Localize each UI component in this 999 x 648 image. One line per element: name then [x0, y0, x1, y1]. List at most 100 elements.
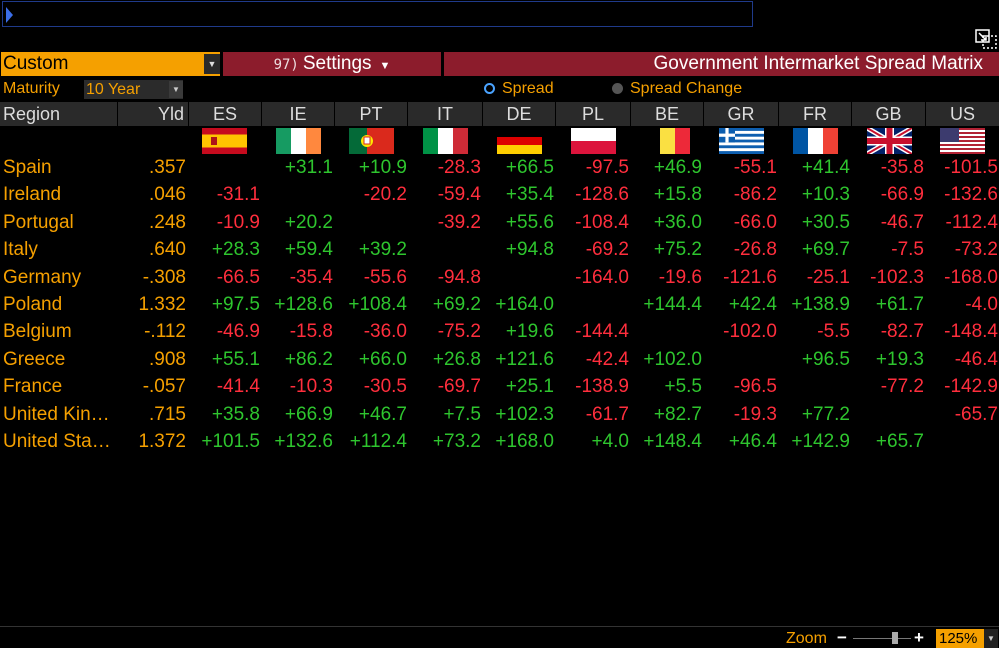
spread-cell-gr[interactable]: -66.0 [733, 211, 777, 233]
spread-cell-be[interactable]: +5.5 [664, 376, 702, 398]
spread-cell-de[interactable]: +55.6 [505, 211, 554, 233]
spread-cell-fr[interactable]: +77.2 [801, 403, 850, 425]
radio-spread-change[interactable]: Spread Change [612, 79, 742, 99]
spread-cell-pt[interactable]: +112.4 [349, 431, 407, 452]
spread-cell-pl[interactable]: -97.5 [585, 157, 629, 178]
spread-cell-es[interactable] [182, 154, 260, 181]
spread-cell-de[interactable]: +121.6 [495, 348, 554, 370]
spread-cell-it[interactable]: -94.8 [437, 266, 481, 288]
spread-cell-it[interactable]: -39.2 [437, 211, 481, 233]
zoom-slider-track[interactable] [853, 638, 911, 639]
spread-cell-fr[interactable] [772, 373, 850, 400]
spread-cell-gr[interactable]: -86.2 [733, 184, 777, 206]
spread-cell-gb[interactable]: -102.3 [870, 266, 924, 288]
row-region-name[interactable]: Greece [3, 348, 66, 370]
spread-cell-es[interactable]: -10.9 [216, 211, 260, 233]
chevron-down-icon[interactable]: ▼ [984, 629, 998, 648]
command-line-input[interactable] [2, 1, 753, 27]
spread-cell-fr[interactable]: -25.1 [806, 266, 850, 288]
spread-cell-gb[interactable]: -66.9 [880, 184, 924, 206]
spread-cell-ie[interactable]: -35.4 [289, 266, 333, 288]
spread-cell-es[interactable]: +35.8 [211, 403, 260, 425]
table-row[interactable]: Belgium -.112 -46.9 -15.8 -36.0 -75.2 +19.6 -14… [0, 318, 999, 345]
settings-button[interactable]: 97) Settings ▼ [223, 52, 441, 76]
spread-cell-pt[interactable]: +10.9 [358, 157, 407, 178]
spread-cell-de[interactable] [476, 264, 554, 291]
column-header-gb[interactable]: GB [852, 102, 925, 126]
spread-cell-de[interactable]: +102.3 [495, 403, 554, 425]
table-row[interactable]: France -.057 -41.4 -10.3 -30.5 -69.7 +25.1 -138… [0, 373, 999, 400]
spread-cell-be[interactable]: +75.2 [653, 239, 702, 261]
spread-cell-us[interactable]: -112.4 [945, 211, 998, 233]
spread-cell-gb[interactable]: -82.7 [880, 321, 924, 343]
spread-cell-us[interactable]: -4.0 [965, 294, 998, 315]
column-header-pt[interactable]: PT [335, 102, 407, 126]
column-header-pl[interactable]: PL [556, 102, 630, 126]
spread-cell-fr[interactable]: +41.4 [801, 157, 850, 178]
spread-cell-be[interactable]: +15.8 [653, 184, 702, 206]
spread-cell-ie[interactable]: -10.3 [289, 376, 333, 398]
spread-cell-fr[interactable]: -5.5 [817, 321, 850, 343]
spread-cell-pt[interactable] [329, 209, 407, 236]
table-row[interactable]: Portugal .248 -10.9 +20.2 -39.2 +55.6 -108.4 +3… [0, 209, 999, 236]
spread-cell-be[interactable]: +148.4 [643, 431, 702, 452]
zoom-slider-handle[interactable] [892, 632, 898, 644]
row-region-name[interactable]: Belgium [3, 321, 72, 343]
spread-cell-pl[interactable]: -164.0 [575, 266, 629, 288]
chevron-down-icon[interactable]: ▼ [204, 54, 220, 74]
spread-cell-de[interactable]: +168.0 [495, 431, 554, 452]
spread-cell-pt[interactable]: +108.4 [348, 294, 407, 315]
spread-cell-it[interactable]: +73.2 [432, 431, 481, 452]
spread-cell-fr[interactable]: +69.7 [801, 239, 850, 261]
spread-cell-us[interactable]: -168.0 [944, 266, 998, 288]
spread-cell-it[interactable]: -69.7 [437, 376, 481, 398]
undock-icon[interactable] [975, 29, 997, 49]
column-header-region[interactable]: Region [0, 102, 117, 126]
spread-cell-es[interactable]: -46.9 [216, 321, 260, 343]
spread-cell-pt[interactable]: -30.5 [363, 376, 407, 398]
spread-cell-us[interactable]: -46.4 [954, 348, 998, 370]
table-row[interactable]: Spain .357 +31.1 +10.9 -28.3 +66.5 -97.5 +46.9 -… [0, 154, 999, 181]
spread-cell-es[interactable]: -66.5 [216, 266, 260, 288]
spread-cell-gb[interactable] [846, 401, 924, 428]
spread-cell-us[interactable]: -142.9 [944, 376, 998, 398]
spread-cell-us[interactable]: -73.2 [954, 239, 998, 261]
spread-cell-gb[interactable]: -77.2 [880, 376, 924, 398]
spread-cell-de[interactable]: +25.1 [505, 376, 554, 398]
row-region-name[interactable]: Poland [3, 294, 63, 315]
spread-cell-pl[interactable]: -69.2 [585, 239, 629, 261]
spread-cell-us[interactable]: -65.7 [954, 403, 998, 425]
column-header-us[interactable]: US [926, 102, 999, 126]
column-header-gr[interactable]: GR [704, 102, 778, 126]
table-row[interactable]: United Sta… 1.372 +101.5 +132.6 +112.4 +73.2 +… [0, 428, 999, 455]
spread-cell-de[interactable]: +94.8 [505, 239, 554, 261]
spread-cell-es[interactable]: -31.1 [216, 184, 260, 206]
spread-cell-pl[interactable]: +4.0 [591, 431, 629, 452]
table-row[interactable]: United Kin… .715 +35.8 +66.9 +46.7 +7.5 +102.3… [0, 401, 999, 428]
spread-cell-gb[interactable]: -46.7 [880, 211, 924, 233]
spread-cell-ie[interactable]: +31.1 [284, 157, 333, 178]
spread-cell-pl[interactable]: -128.6 [575, 184, 629, 206]
radio-spread[interactable]: Spread [484, 79, 554, 99]
spread-cell-ie[interactable] [255, 181, 333, 208]
spread-cell-fr[interactable]: +96.5 [801, 348, 850, 370]
spread-cell-ie[interactable]: +59.4 [284, 239, 333, 261]
spread-cell-pl[interactable]: -138.9 [575, 376, 629, 398]
chevron-down-icon[interactable]: ▼ [169, 81, 183, 98]
spread-cell-be[interactable]: +46.9 [653, 157, 702, 178]
spread-cell-be[interactable]: +102.0 [643, 348, 702, 370]
spread-cell-ie[interactable]: -15.8 [289, 321, 333, 343]
table-row[interactable]: Italy .640 +28.3 +59.4 +39.2 +94.8 -69.2 +75.2 -… [0, 236, 999, 263]
column-header-fr[interactable]: FR [779, 102, 851, 126]
row-region-name[interactable]: Ireland [3, 184, 62, 206]
zoom-in-button[interactable]: + [914, 628, 924, 647]
spread-cell-ie[interactable]: +128.6 [274, 294, 333, 315]
spread-cell-gr[interactable]: -96.5 [733, 376, 777, 398]
spread-cell-it[interactable]: -59.4 [437, 184, 481, 206]
spread-cell-it[interactable]: +26.8 [432, 348, 481, 370]
row-region-name[interactable]: United Kin… [3, 403, 110, 425]
spread-cell-pt[interactable]: +46.7 [358, 403, 407, 425]
spread-cell-pl[interactable] [551, 291, 629, 318]
zoom-out-button[interactable]: − [837, 628, 847, 647]
spread-cell-gb[interactable]: +19.3 [875, 348, 924, 370]
